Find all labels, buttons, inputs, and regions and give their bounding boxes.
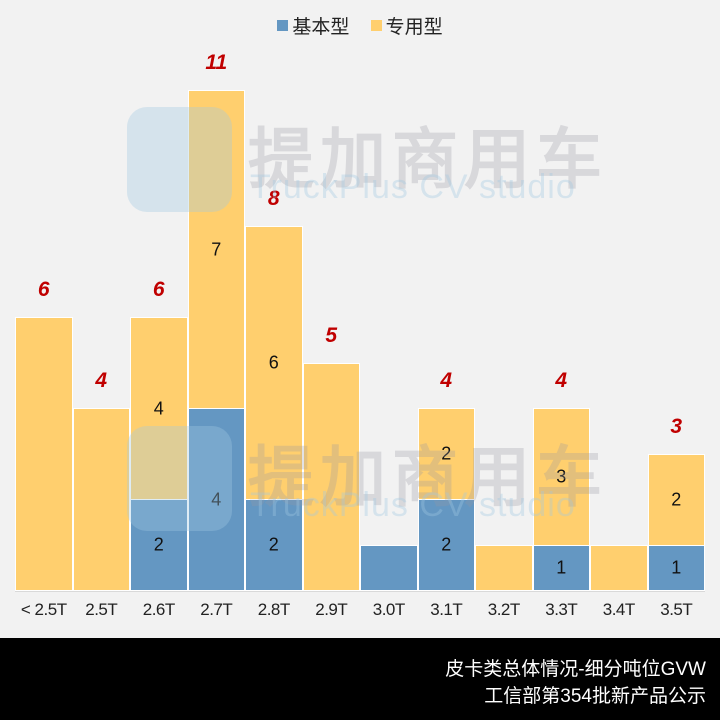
x-axis-tick-label: 2.8T [257, 600, 291, 619]
total-value-label: 6 [37, 278, 50, 302]
legend-swatch-special [370, 20, 382, 31]
footer-subtitle: 工信部第354批新产品公示 [484, 686, 706, 707]
bar-segment-special: 6 [245, 226, 303, 501]
bar-column [475, 544, 533, 591]
total-value-label: 3 [670, 414, 683, 438]
bar-segment-basic: 1 [532, 544, 590, 591]
plot-area: 6 4 2 4 6 4 7 11 2 6 8 5 2 2 4 1 3 4 1 2 3 [15, 40, 705, 591]
segment-value-label: 2 [441, 534, 452, 555]
x-axis-tick-label: 2.6T [142, 600, 176, 619]
bar-segment-basic: 2 [245, 499, 303, 591]
segment-value-label: 6 [268, 352, 279, 373]
segment-value-label: 4 [211, 489, 222, 510]
x-axis-tick-label: 3.3T [545, 600, 578, 619]
total-value-label: 4 [95, 369, 108, 393]
x-axis-tick-label: 2.5T [85, 600, 118, 619]
x-axis-tick-label: 3.0T [372, 600, 406, 619]
bar-segment-special: 4 [130, 317, 188, 501]
bar-segment-basic: 4 [187, 408, 245, 591]
segment-value-label: 2 [671, 489, 682, 510]
legend-item-basic: 基本型 [277, 12, 349, 39]
bar-column: 2 6 8 [245, 187, 303, 591]
bar-segment-special: 3 [532, 408, 590, 546]
segment-value-label: 4 [153, 398, 164, 419]
x-axis-tick-label: 3.2T [487, 600, 521, 619]
segment-value-label: 7 [211, 239, 222, 260]
chart-legend: 基本型 专用型 [0, 12, 720, 39]
legend-label-basic: 基本型 [292, 17, 350, 38]
segment-value-label: 1 [671, 557, 682, 578]
segment-value-label: 3 [556, 466, 567, 487]
x-axis-tick-label: 2.9T [315, 600, 348, 619]
total-value-label: 6 [152, 278, 165, 302]
bar-segment-basic [360, 544, 418, 591]
segment-value-label: 1 [556, 557, 567, 578]
total-value-label: 11 [205, 51, 228, 74]
bar-column [360, 544, 418, 591]
x-axis-labels: < 2.5T 2.5T 2.6T 2.7T 2.8T 2.9T 3.0T 3.1T 3.2T 3.… [15, 600, 705, 624]
bar-segment-special [590, 544, 648, 591]
bar-segment-special [72, 408, 130, 591]
segment-value-label: 2 [268, 534, 279, 555]
total-value-label: 4 [440, 369, 453, 393]
total-value-label: 5 [325, 323, 338, 347]
bar-column: 4 [72, 369, 130, 591]
bar-column: 4 7 11 [187, 51, 245, 591]
bar-column: 2 4 6 [130, 278, 188, 591]
x-axis-tick-label: 3.4T [602, 600, 636, 619]
bar-segment-special: 2 [417, 408, 475, 501]
x-axis-line [15, 591, 705, 592]
bar-column: 1 3 4 [532, 369, 590, 591]
bar-column: 1 2 3 [647, 415, 705, 591]
x-axis-tick-label: < 2.5T [20, 600, 67, 619]
bar-segment-special [302, 362, 360, 591]
x-axis-tick-label: 3.1T [430, 600, 463, 619]
bar-segment-special: 7 [187, 90, 245, 410]
total-value-label: 4 [555, 369, 568, 393]
bar-segment-special: 2 [647, 453, 705, 546]
bar-segment-basic: 2 [130, 499, 188, 591]
bar-segment-special [475, 544, 533, 591]
x-axis-tick-label: 2.7T [200, 600, 233, 619]
footer-title: 皮卡类总体情况-细分吨位GVW [445, 659, 706, 680]
bar-segment-special [15, 317, 73, 591]
x-axis-tick-label: 3.5T [660, 600, 693, 619]
bar-segment-basic: 2 [417, 499, 475, 591]
segment-value-label: 2 [441, 443, 452, 464]
legend-swatch-basic [277, 20, 289, 31]
bar-column: 2 2 4 [417, 369, 475, 591]
bar-column [590, 544, 648, 591]
bar-column: 6 [15, 278, 73, 591]
segment-value-label: 2 [153, 534, 164, 555]
bar-column: 5 [302, 324, 360, 591]
legend-item-special: 专用型 [370, 12, 443, 39]
legend-label-special: 专用型 [385, 17, 443, 38]
footer-caption: 皮卡类总体情况-细分吨位GVW 工信部第354批新产品公示 [0, 638, 720, 720]
bar-segment-basic: 1 [647, 544, 705, 591]
total-value-label: 8 [267, 187, 280, 211]
